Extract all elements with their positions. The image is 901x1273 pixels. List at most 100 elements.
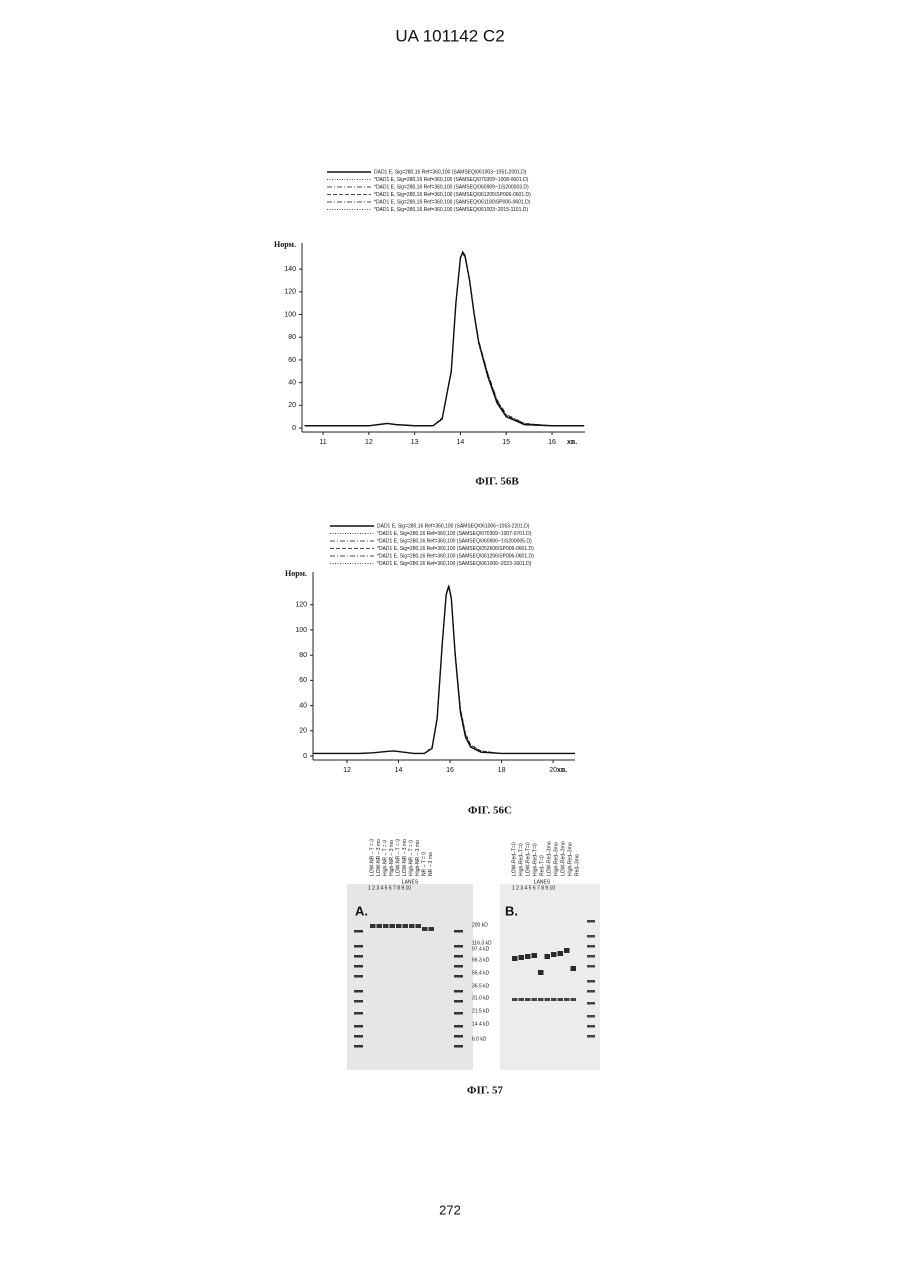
series-line <box>305 253 584 426</box>
caption: ФІГ. 57 <box>467 1085 503 1097</box>
ladder-band <box>454 1025 463 1028</box>
marker-label: 36.5 kD <box>472 983 490 989</box>
y-tick-label: 80 <box>299 652 307 659</box>
band <box>525 998 531 1001</box>
lane-label: High-NR – T = 0 <box>408 840 414 876</box>
ladder-band <box>587 935 595 938</box>
marker-label: 14.4 kD <box>472 1021 490 1027</box>
band <box>551 952 557 957</box>
ladder-band <box>587 1002 595 1005</box>
ladder-band <box>587 980 595 983</box>
legend-label: *DAD1 E, Sig=280,16 Ref=360,100 (SAMSEQ\… <box>374 199 531 205</box>
lane-label: NR – 3 mo <box>428 852 434 876</box>
y-tick-label: 60 <box>299 677 307 684</box>
ladder-band <box>354 1025 363 1028</box>
series-line <box>305 253 584 426</box>
band <box>377 924 383 928</box>
series-line <box>305 252 584 426</box>
y-tick-label: 20 <box>288 402 296 409</box>
band <box>558 951 564 956</box>
marker-label: 55.4 kD <box>472 970 490 976</box>
x-tick-label: 14 <box>395 767 403 774</box>
ladder-band <box>354 930 363 933</box>
band <box>571 998 577 1001</box>
band <box>551 998 557 1001</box>
x-tick-label: 14 <box>457 439 465 446</box>
y-axis-label: Норм. <box>274 240 296 249</box>
series-line <box>305 252 584 426</box>
ladder-band <box>454 1045 463 1048</box>
marker-label: 200 kD <box>472 922 488 928</box>
legend-label: *DAD1 E, Sig=280,16 Ref=360,100 (SAMSEQ\… <box>374 184 529 190</box>
legend-label: *DAD1 E, Sig=280,16 Ref=360,100 (SAMSEQ\… <box>377 561 532 567</box>
marker-label: 21.5 kD <box>472 1008 490 1014</box>
ladder-band <box>587 990 595 993</box>
lane-label: Red–T=0 <box>539 855 545 876</box>
ladder-band <box>454 1000 463 1003</box>
marker-label: 31.0 kD <box>472 995 490 1001</box>
page-number: 272 <box>439 1202 461 1217</box>
x-tick-label: 12 <box>343 767 351 774</box>
y-tick-label: 140 <box>284 266 296 273</box>
lane-label: Red–3mo <box>574 854 580 876</box>
ladder-band <box>587 955 595 958</box>
y-tick-label: 120 <box>284 289 296 296</box>
lane-label: NR – T = 0 <box>421 852 427 876</box>
lane-label: LOW-NR – T = 0 <box>395 839 401 876</box>
y-tick-label: 40 <box>288 379 296 386</box>
marker-label: 66.3 kD <box>472 957 490 963</box>
lane-label: LOW-NR – T = 0 <box>369 839 375 876</box>
ladder-band <box>354 1000 363 1003</box>
ladder-band <box>354 975 363 978</box>
band <box>409 924 415 928</box>
lane-label: High-Red–3mo <box>553 842 559 876</box>
band <box>519 998 525 1001</box>
lane-numbers: 1 2 3 4 5 6 7 8 9 10 <box>512 885 555 891</box>
band <box>571 966 577 971</box>
y-axis-label: Норм. <box>285 569 307 578</box>
ladder-band <box>354 1035 363 1038</box>
marker-label: 97.4 kD <box>472 946 490 952</box>
lane-label: High-Red–3mo <box>567 842 573 876</box>
ladder-band <box>354 990 363 993</box>
y-tick-label: 60 <box>288 357 296 364</box>
band <box>512 998 518 1001</box>
band <box>564 998 570 1001</box>
band <box>532 998 538 1001</box>
lane-label: High-Red–T=0 <box>532 843 538 876</box>
legend-label: *DAD1 E, Sig=280,16 Ref=360,100 (SAMSEQ\… <box>374 192 531 198</box>
x-axis-label: хв. <box>567 439 577 446</box>
band <box>390 924 396 928</box>
band <box>532 953 538 958</box>
ladder-band <box>454 945 463 948</box>
ladder-band <box>354 955 363 958</box>
band <box>545 954 551 959</box>
ladder-band <box>454 1012 463 1015</box>
caption: ФІГ. 56В <box>475 476 519 488</box>
band <box>538 998 544 1001</box>
lane-numbers: 1 2 3 4 5 6 7 8 9 10 <box>368 885 411 891</box>
band <box>429 927 435 931</box>
ladder-band <box>354 1045 363 1048</box>
panel-label: B. <box>505 903 518 918</box>
ladder-band <box>587 965 595 968</box>
lane-label: LOW-Red–3mo <box>546 841 552 876</box>
series-line <box>314 586 575 754</box>
ladder-band <box>454 930 463 933</box>
ladder-band <box>354 1012 363 1015</box>
y-tick-label: 0 <box>292 425 296 432</box>
band <box>416 924 422 928</box>
band <box>519 955 525 960</box>
band <box>396 924 402 928</box>
ladder-band <box>454 975 463 978</box>
band <box>525 954 531 959</box>
y-tick-label: 120 <box>295 602 307 609</box>
ladder-band <box>454 990 463 993</box>
y-tick-label: 80 <box>288 334 296 341</box>
legend-label: *DAD1 E, Sig=280,16 Ref=360,100 (SAMSEQ\… <box>374 177 529 183</box>
band <box>403 924 409 928</box>
legend-label: DAD1 E, Sig=280,16 Ref=360,100 (SAMSEQ\0… <box>374 169 527 175</box>
band <box>383 924 389 928</box>
legend-label: *DAD1 E, Sig=280,16 Ref=360,100 (SAMSEQ\… <box>377 538 532 544</box>
x-tick-label: 12 <box>365 439 373 446</box>
